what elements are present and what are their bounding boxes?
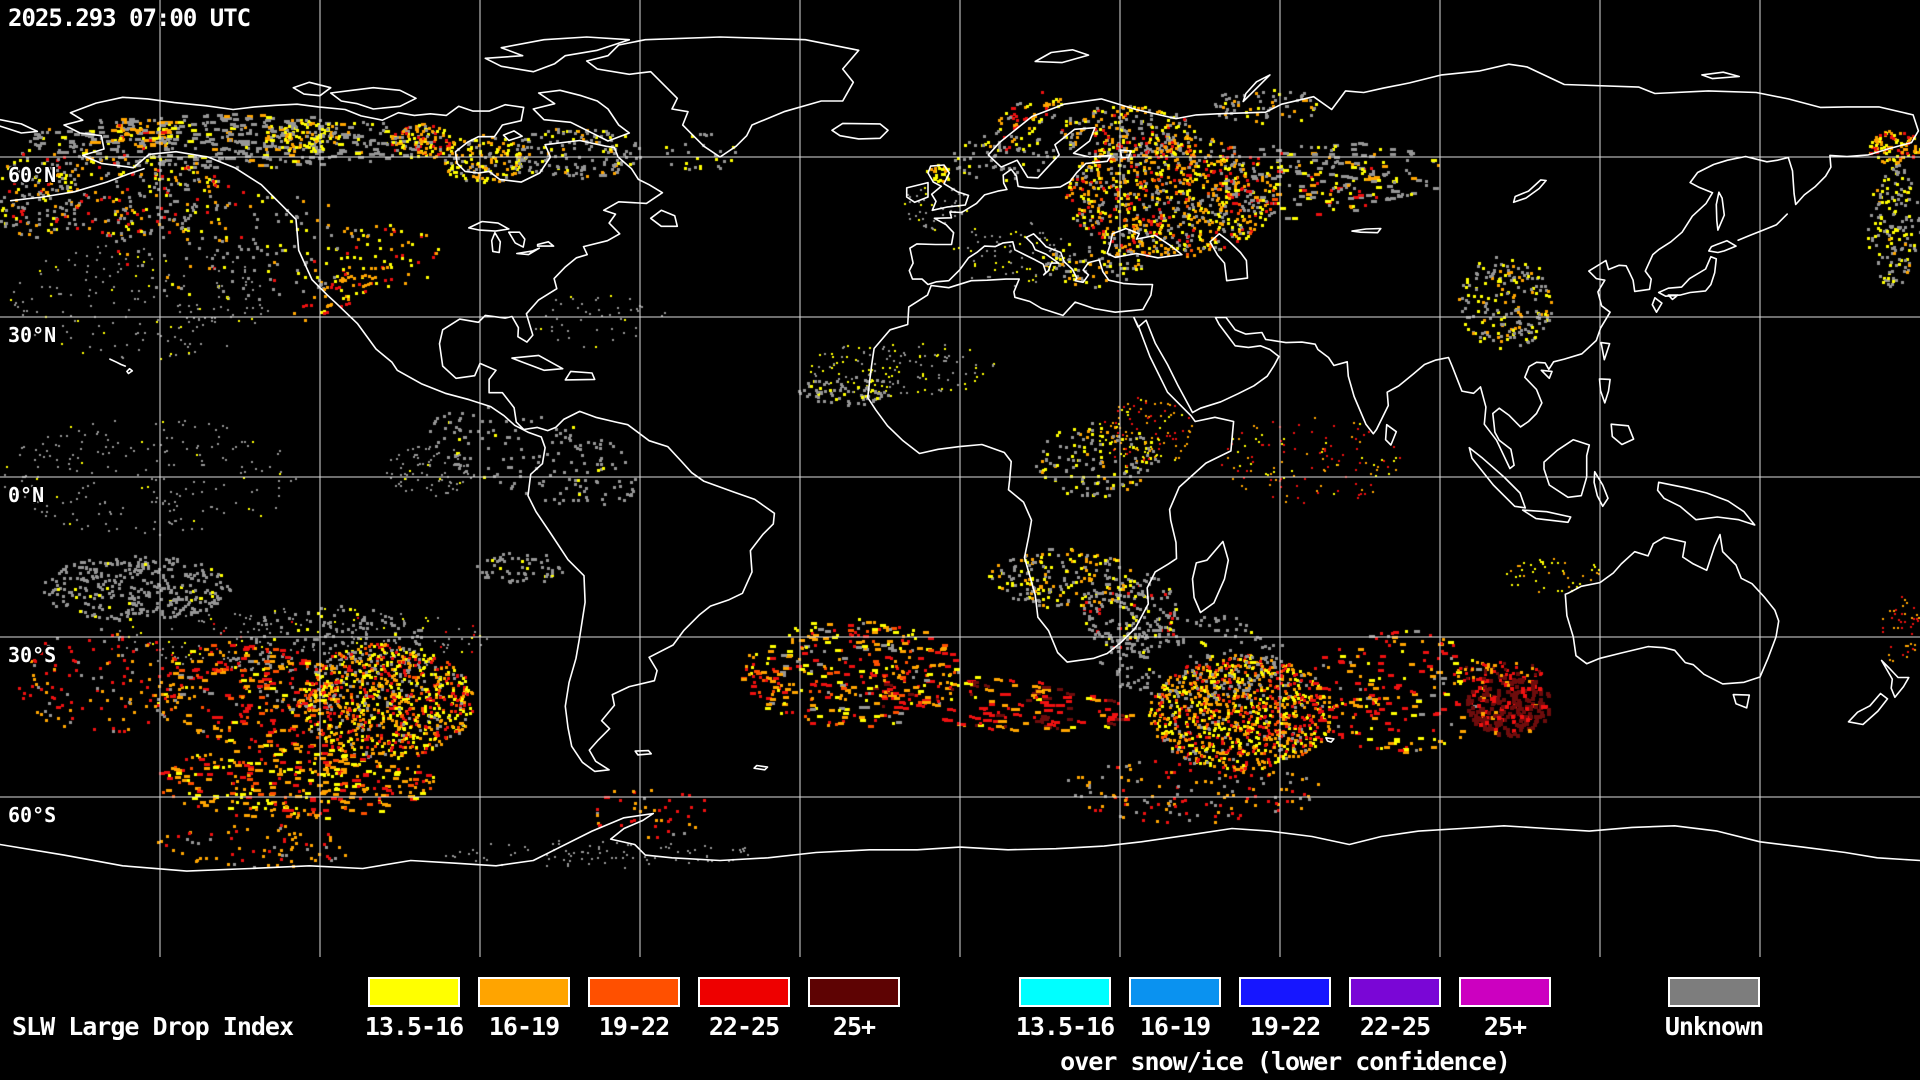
legend-range-label: 16-19 <box>1139 1012 1211 1041</box>
lat-label-0n: 0°N <box>8 483 45 507</box>
legend-range-label: 19-22 <box>1249 1012 1321 1041</box>
coastlines-open <box>0 118 1920 872</box>
legend-swatch-16-19 <box>478 977 570 1007</box>
legend-range-label: 22-25 <box>1359 1012 1431 1041</box>
legend-swatch-13.5-16 <box>368 977 460 1007</box>
legend-range-label: 19-22 <box>598 1012 670 1041</box>
legend-title: SLW Large Drop Index <box>12 1012 294 1041</box>
legend-subtitle: over snow/ice (lower confidence) <box>1060 1047 1511 1076</box>
lat-label-30s: 30°S <box>8 643 57 667</box>
legend-range-label: 16-19 <box>488 1012 560 1041</box>
coastlines <box>63 36 1920 773</box>
legend-range-label: 22-25 <box>708 1012 780 1041</box>
legend-swatch-19-22 <box>1239 977 1331 1007</box>
legend-range-label: 13.5-16 <box>1015 1012 1115 1041</box>
legend-swatch-25+ <box>1459 977 1551 1007</box>
legend-swatch-unknown <box>1668 977 1760 1007</box>
legend-range-label: 25+ <box>832 1012 876 1041</box>
legend-unknown-label: Unknown <box>1664 1012 1764 1041</box>
legend-range-label: 13.5-16 <box>364 1012 464 1041</box>
legend-swatch-22-25 <box>698 977 790 1007</box>
legend-range-label: 25+ <box>1483 1012 1527 1041</box>
lat-label-60n: 60°N <box>8 163 57 187</box>
graticule <box>0 0 1920 957</box>
lat-label-30n: 30°N <box>8 323 57 347</box>
lat-label-60s: 60°S <box>8 803 57 827</box>
legend-swatch-22-25 <box>1349 977 1441 1007</box>
legend-swatch-13.5-16 <box>1019 977 1111 1007</box>
legend-swatch-19-22 <box>588 977 680 1007</box>
legend-swatch-25+ <box>808 977 900 1007</box>
legend-swatch-16-19 <box>1129 977 1221 1007</box>
timestamp: 2025.293 07:00 UTC <box>8 4 251 32</box>
